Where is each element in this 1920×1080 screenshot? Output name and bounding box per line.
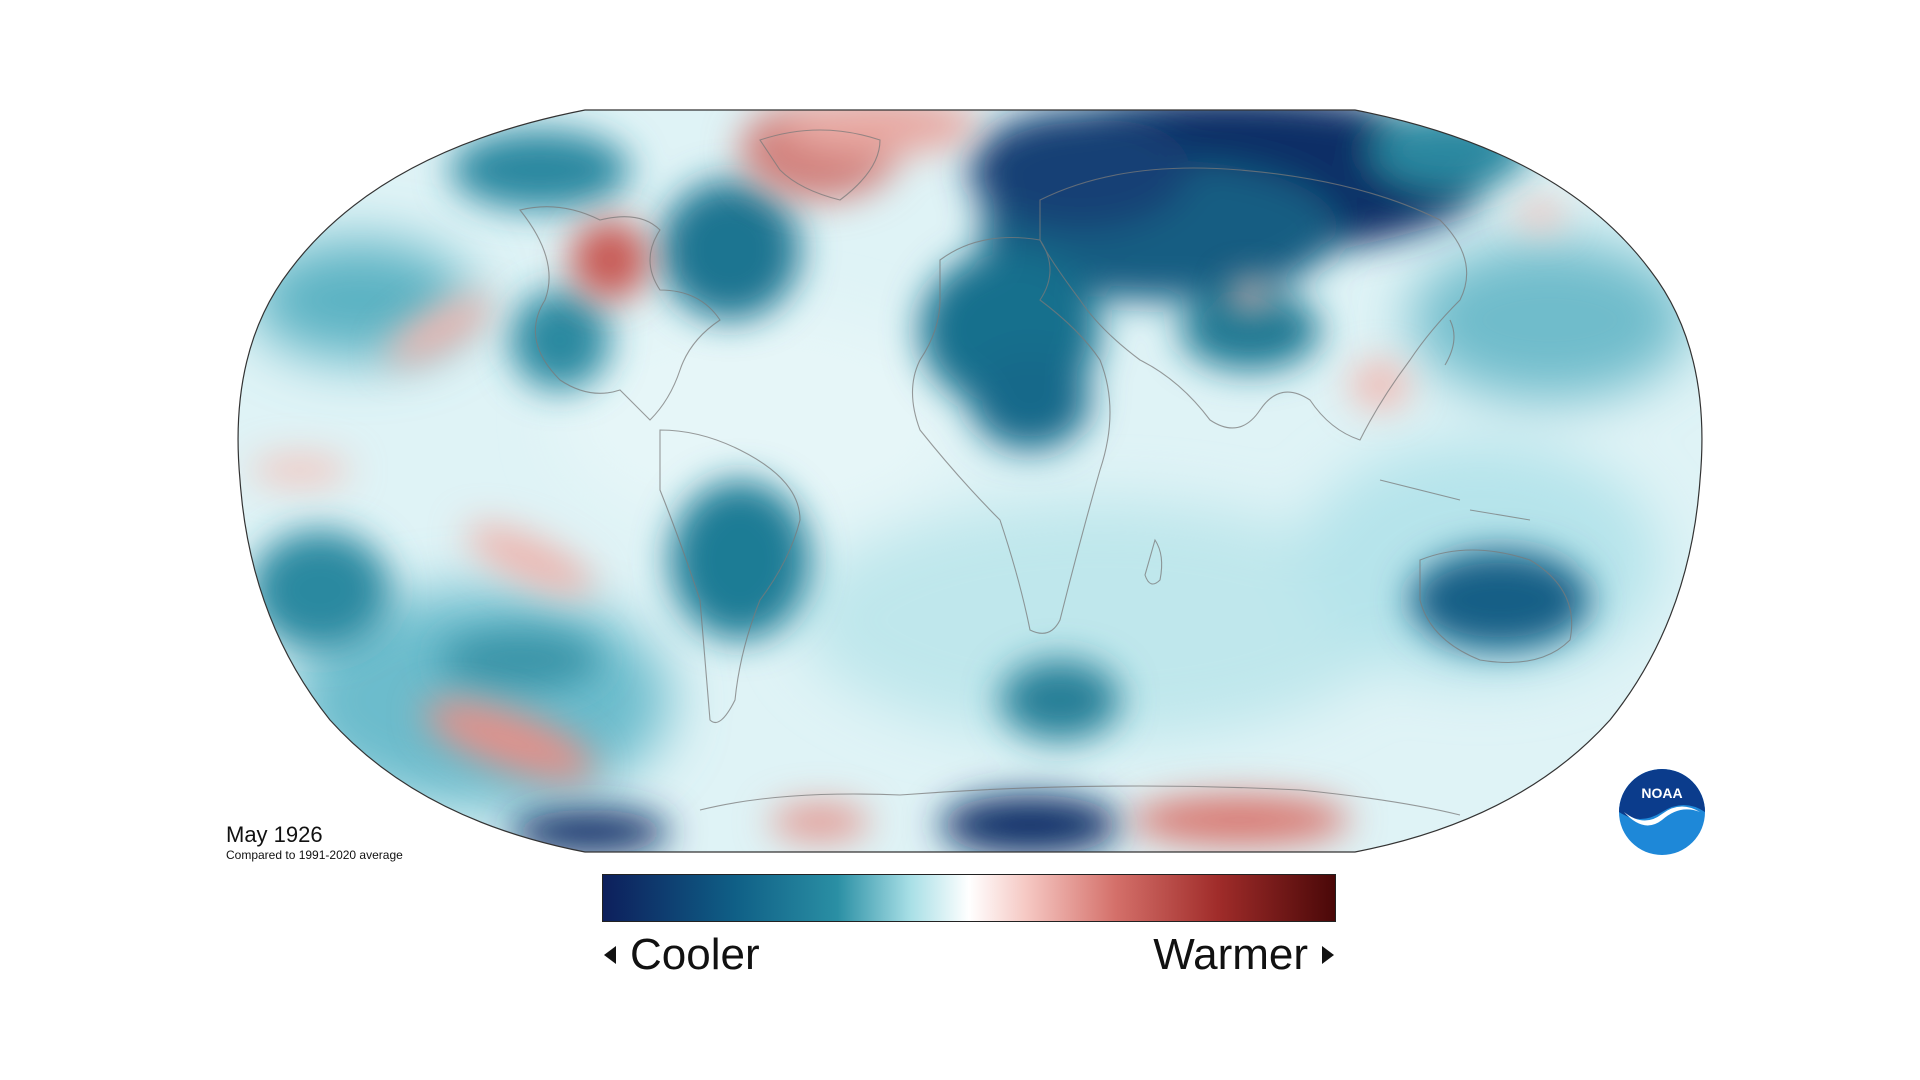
arrow-right-icon bbox=[1322, 946, 1334, 964]
legend-warmer: Warmer bbox=[1153, 930, 1334, 980]
comparison-label: Compared to 1991-2020 average bbox=[226, 848, 403, 862]
noaa-logo: NOAA bbox=[1619, 769, 1705, 855]
colorbar bbox=[602, 874, 1336, 922]
arrow-left-icon bbox=[604, 946, 616, 964]
noaa-logo-text: NOAA bbox=[1641, 785, 1682, 801]
legend-cooler: Cooler bbox=[604, 930, 760, 980]
date-label: May 1926 bbox=[226, 822, 323, 847]
map-outline bbox=[237, 109, 1703, 853]
legend-warmer-label: Warmer bbox=[1153, 930, 1308, 979]
map-field bbox=[238, 110, 1702, 852]
legend-cooler-label: Cooler bbox=[630, 930, 760, 979]
coastlines bbox=[519, 129, 1573, 816]
